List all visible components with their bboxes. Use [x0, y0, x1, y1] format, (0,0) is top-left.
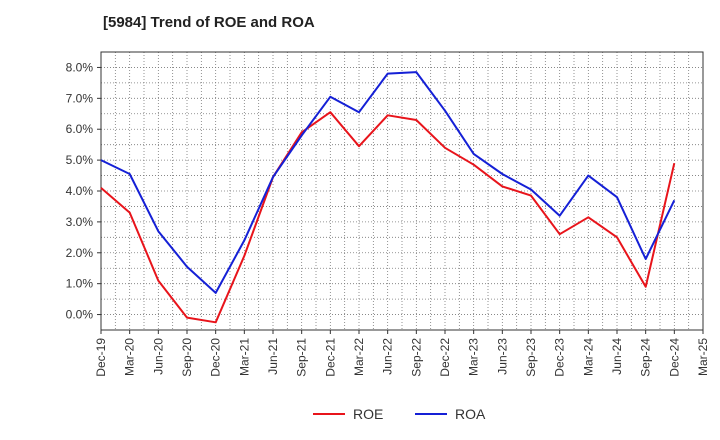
x-tick-label: Mar-20 — [123, 338, 137, 376]
x-tick-label: Jun-21 — [266, 338, 280, 375]
legend-label-roa: ROA — [455, 406, 486, 422]
y-tick-label: 4.0% — [66, 184, 94, 198]
x-tick-label: Mar-22 — [352, 338, 366, 376]
x-tick-label: Mar-23 — [467, 338, 481, 376]
x-tick-label: Jun-23 — [495, 338, 509, 375]
chart-title: [5984] Trend of ROE and ROA — [103, 14, 315, 31]
series-line-roa — [100, 71, 676, 294]
x-tick-label: Sep-24 — [639, 338, 653, 377]
x-tick-label: Sep-22 — [409, 338, 423, 377]
x-tick-label: Mar-21 — [237, 338, 251, 376]
y-tick-label: 5.0% — [66, 153, 94, 167]
legend: ROE ROA — [313, 406, 486, 422]
y-tick-label: 7.0% — [66, 91, 94, 105]
y-tick-label: 0.0% — [66, 308, 94, 322]
x-tick-label: Dec-22 — [438, 338, 452, 377]
x-axis-ticks: Dec-19 Mar-20 Jun-20 Sep-20 Dec-20 Mar-21 Jun-… — [94, 330, 710, 377]
grid-lines — [100, 51, 704, 331]
x-tick-label: Mar-24 — [581, 338, 595, 376]
x-tick-label: Dec-19 — [94, 338, 108, 377]
x-tick-label: Jun-24 — [610, 338, 624, 375]
x-tick-label: Sep-20 — [180, 338, 194, 377]
series-lines — [100, 71, 676, 324]
y-tick-label: 2.0% — [66, 246, 94, 260]
x-tick-label: Sep-23 — [524, 338, 538, 377]
y-tick-label: 1.0% — [66, 277, 94, 291]
x-tick-label: Jun-20 — [151, 338, 165, 375]
legend-label-roe: ROE — [353, 406, 383, 422]
x-tick-label: Dec-24 — [667, 338, 681, 377]
y-axis-ticks: 0.0% 1.0% 2.0% 3.0% 4.0% 5.0% 6.0% 7.0% 8.0% — [66, 60, 101, 322]
y-tick-label: 8.0% — [66, 60, 94, 74]
series-line-roe — [100, 111, 676, 324]
y-tick-label: 3.0% — [66, 215, 94, 229]
x-tick-label: Jun-22 — [381, 338, 395, 375]
x-tick-label: Sep-21 — [295, 338, 309, 377]
x-tick-label: Dec-23 — [553, 338, 567, 377]
x-tick-label: Dec-21 — [323, 338, 337, 377]
y-tick-label: 6.0% — [66, 122, 94, 136]
x-tick-label: Dec-20 — [209, 338, 223, 377]
x-tick-label: Mar-25 — [696, 338, 710, 376]
